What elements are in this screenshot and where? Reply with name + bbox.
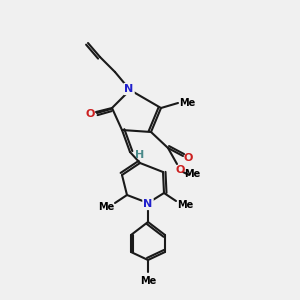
Text: N: N — [143, 199, 153, 209]
Text: O: O — [183, 153, 193, 163]
Text: N: N — [124, 84, 134, 94]
Text: Me: Me — [140, 276, 156, 286]
Text: Me: Me — [184, 169, 200, 179]
Text: Me: Me — [179, 98, 195, 108]
Text: O: O — [85, 109, 95, 119]
Text: O: O — [175, 165, 185, 175]
Text: Me: Me — [98, 202, 114, 212]
Text: Me: Me — [177, 200, 193, 210]
Text: H: H — [135, 150, 145, 160]
